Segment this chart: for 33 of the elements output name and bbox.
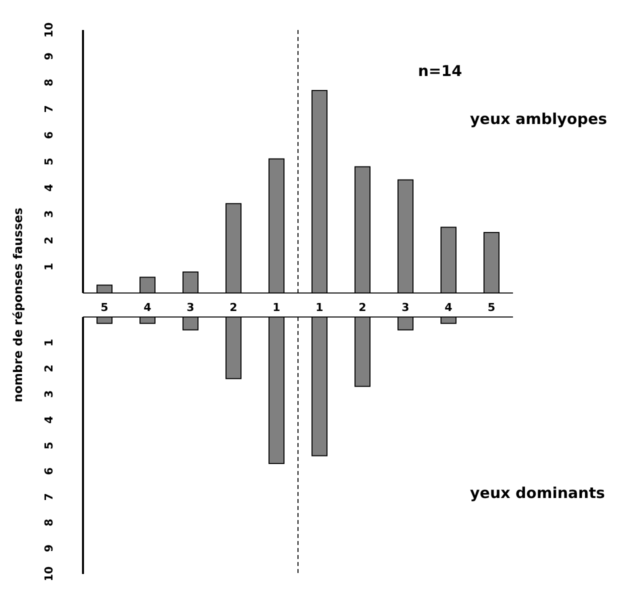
y-tick-label: 2 bbox=[42, 364, 56, 372]
y-tick-label: 5 bbox=[42, 442, 56, 450]
y-tick-label: 2 bbox=[42, 236, 56, 244]
x-tick-label: 5 bbox=[100, 301, 108, 314]
text: yeux amblyopes bbox=[470, 110, 608, 128]
y-tick-label: 9 bbox=[42, 52, 56, 60]
y-tick-label: 10 bbox=[42, 22, 56, 38]
y-tick-label: 6 bbox=[42, 467, 56, 476]
y-tick-label: 7 bbox=[42, 105, 56, 113]
x-tick-label: 1 bbox=[316, 301, 324, 314]
y-tick-label: 8 bbox=[42, 518, 56, 526]
y-tick-label: 3 bbox=[42, 390, 56, 398]
x-tick-label: 2 bbox=[230, 301, 238, 314]
y-tick-label: 9 bbox=[42, 544, 56, 552]
x-tick-label: 3 bbox=[186, 301, 194, 314]
x-tick-label: 2 bbox=[358, 301, 366, 314]
x-tick-label: 3 bbox=[402, 301, 410, 314]
y-tick-label: 1 bbox=[42, 338, 56, 347]
y-tick-label: 5 bbox=[42, 158, 56, 166]
text: yeux dominants bbox=[470, 484, 605, 502]
x-tick-label: 1 bbox=[272, 301, 280, 314]
y-tick-label: 3 bbox=[42, 210, 56, 218]
x-tick-label: 4 bbox=[444, 301, 453, 314]
y-tick-label: 8 bbox=[42, 78, 56, 86]
x-tick-label: 4 bbox=[144, 301, 152, 314]
x-tick-label: 5 bbox=[488, 301, 496, 314]
y-tick-label: 4 bbox=[42, 184, 56, 192]
y-tick-label: 7 bbox=[42, 493, 56, 501]
y-tick-label: 4 bbox=[42, 416, 56, 424]
y-axis-title: nombre de réponses fausses bbox=[11, 208, 25, 402]
y-tick-label: 1 bbox=[42, 262, 56, 271]
y-tick-label: 6 bbox=[42, 131, 56, 140]
annotation: n=14 bbox=[418, 62, 462, 80]
